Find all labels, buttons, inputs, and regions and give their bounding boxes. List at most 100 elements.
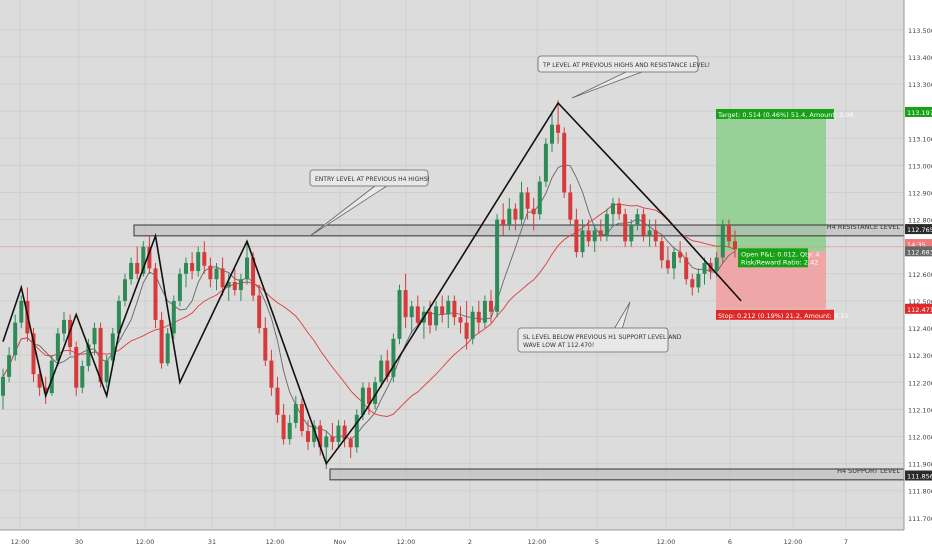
- candle-body: [678, 252, 683, 258]
- candle: [678, 241, 683, 263]
- candle-body: [92, 328, 97, 345]
- candle-body: [513, 208, 518, 220]
- candle: [586, 219, 591, 247]
- candle: [440, 295, 445, 323]
- candle-body: [550, 124, 554, 144]
- current-price-tag: 112.683: [905, 246, 932, 257]
- x-tick-label: 12:00: [11, 538, 30, 546]
- candle-body: [165, 333, 170, 364]
- candle: [171, 295, 176, 339]
- countdown-tag: 14:35: [905, 238, 932, 249]
- y-tick-label: 111.900: [908, 461, 932, 469]
- candle: [74, 341, 79, 396]
- candle: [306, 420, 310, 451]
- candle: [293, 395, 298, 429]
- candle-body: [287, 422, 292, 440]
- entry-callout-pointer: [309, 185, 387, 237]
- y-tick-label: 112.200: [908, 379, 932, 387]
- candle: [257, 284, 262, 334]
- y-tick-label: 112.400: [908, 325, 932, 333]
- candle-body: [415, 306, 420, 323]
- candle: [373, 376, 378, 410]
- candle-body: [214, 268, 219, 280]
- candle: [379, 355, 384, 388]
- candle-body: [147, 246, 152, 269]
- candle: [696, 268, 701, 293]
- candle-body: [55, 333, 60, 361]
- risk-reward-text: Risk/Reward Ratio: 2.42: [741, 258, 818, 266]
- candle-body: [336, 425, 341, 442]
- candle-body: [586, 230, 591, 242]
- candle: [617, 197, 622, 220]
- candle-body: [129, 262, 134, 280]
- support-price-tag-bg: [905, 470, 932, 481]
- candle: [598, 219, 603, 242]
- candle: [537, 176, 542, 220]
- candle: [159, 311, 164, 369]
- candle: [245, 241, 249, 285]
- candle: [409, 300, 414, 334]
- candle-body: [623, 214, 628, 242]
- candle-body: [592, 230, 597, 242]
- resistance-price-tag: 112.765: [905, 224, 932, 235]
- candle: [653, 219, 658, 247]
- candle-body: [489, 300, 493, 312]
- candle-body: [720, 225, 725, 258]
- x-tick-label: 31: [208, 538, 216, 546]
- candle-body: [476, 311, 481, 323]
- candle: [86, 338, 91, 372]
- y-tick-label: 111.700: [908, 515, 932, 523]
- h4-resistance-label: H4 RESISTANCE LEVEL: [827, 223, 901, 231]
- candle: [501, 203, 506, 236]
- tp-callout-text: TP LEVEL AT PREVIOUS HIGHS AND RESISTANC…: [542, 62, 710, 69]
- x-tick-label: 6: [728, 538, 732, 546]
- candle: [623, 208, 628, 247]
- candle-body: [269, 360, 274, 388]
- stop-price-tag-text: 112.471: [907, 306, 932, 314]
- candle: [550, 111, 554, 152]
- candle: [470, 306, 475, 345]
- candle: [659, 235, 664, 269]
- candle: [543, 138, 548, 188]
- y-tick-label: 113.300: [908, 81, 932, 89]
- support-price-tag: 111.856: [905, 470, 932, 481]
- candle: [629, 219, 634, 247]
- candle-body: [531, 208, 536, 215]
- candle: [153, 262, 158, 329]
- candle-body: [208, 265, 213, 280]
- candle: [19, 295, 24, 329]
- candle-body: [574, 219, 579, 253]
- pnl-tag-bg: [738, 248, 808, 268]
- candle: [287, 414, 292, 445]
- candle-body: [434, 306, 439, 326]
- candle-body: [190, 262, 195, 272]
- y-tick-label: 113.000: [908, 162, 932, 170]
- candle: [507, 197, 512, 231]
- candle-body: [543, 143, 548, 182]
- candle-body: [568, 192, 573, 220]
- candle-body: [281, 414, 286, 440]
- entry-callout-box: [309, 169, 429, 187]
- annotations: TP LEVEL AT PREVIOUS HIGHS AND RESISTANC…: [309, 55, 710, 353]
- candle: [62, 311, 66, 342]
- countdown-tag-bg: [905, 238, 932, 249]
- candle-body: [360, 387, 365, 415]
- candle: [92, 322, 97, 356]
- target-tag-bg: [716, 108, 834, 119]
- candle: [55, 328, 60, 366]
- candle: [733, 230, 737, 258]
- candle-body: [403, 290, 408, 318]
- candle: [434, 300, 439, 331]
- x-tick-label: 7: [844, 538, 848, 546]
- x-tick-label: 12:00: [657, 538, 676, 546]
- y-tick-label: 113.100: [908, 135, 932, 143]
- candle-body: [98, 328, 103, 383]
- candle-body: [110, 333, 115, 361]
- candle: [129, 257, 134, 285]
- candle: [43, 376, 48, 404]
- sl-callout: SL LEVEL BELOW PREVIOUS H1 SUPPORT LEVEL…: [517, 301, 682, 353]
- candle-body: [397, 290, 402, 339]
- candle: [641, 208, 646, 242]
- sl-callout-box: [517, 327, 669, 353]
